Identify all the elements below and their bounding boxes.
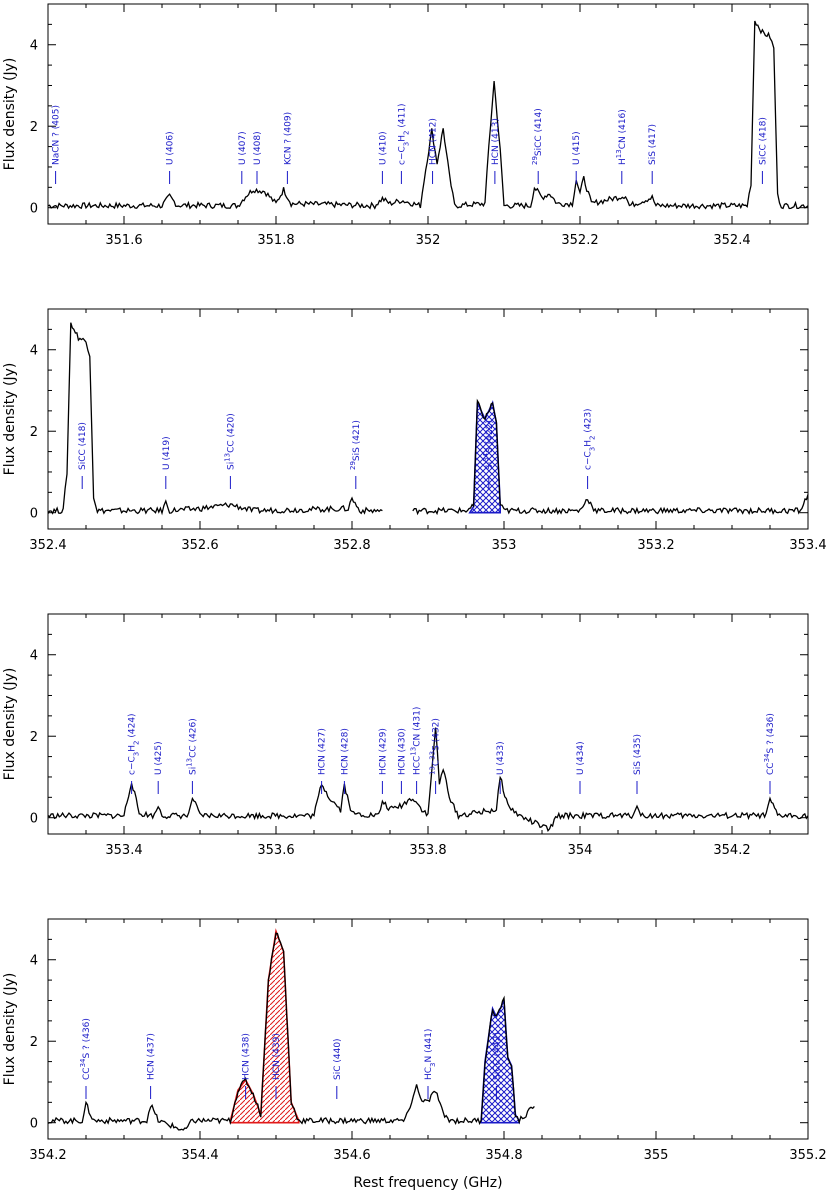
x-tick-label: 352	[416, 233, 441, 248]
x-tick-label: 353.6	[257, 843, 294, 858]
x-tick-label: 354.4	[181, 1148, 218, 1163]
y-tick-label: 4	[30, 344, 38, 359]
line-label: SiC (440)	[333, 1038, 343, 1080]
line-label: 29SiCC (414)	[531, 108, 544, 165]
x-tick-label: 355.2	[789, 1148, 826, 1163]
spectrum-line	[47, 322, 383, 516]
y-axis-label: Flux density (Jy)	[2, 668, 18, 781]
highlighted-line-fill	[229, 928, 300, 1124]
x-tick-label: 353.4	[789, 538, 826, 553]
line-label: U (407)	[238, 131, 248, 165]
y-tick-label: 0	[30, 1117, 38, 1132]
y-tick-label: 0	[30, 507, 38, 522]
line-label: HCN (439)	[272, 1033, 282, 1080]
spectrum-panel-4: Flux density (Jy) 354.2 354.4 354.6 354.8 355…	[2, 918, 827, 1163]
spectrum-line	[47, 20, 809, 210]
y-tick-label: 4	[30, 39, 38, 54]
x-tick-label: 351.8	[257, 233, 294, 248]
plot-frame	[47, 308, 809, 530]
x-tick-label: 354.2	[713, 843, 750, 858]
line-label: 13C33S (432)	[429, 718, 442, 775]
line-label: HCN (428)	[340, 728, 350, 775]
line-label: SiCC (418)	[78, 422, 88, 470]
line-label: U (415)	[572, 131, 582, 165]
spectrum-panel-1: Flux density (Jy) 351.6 351.8 352 352.2 352.4…	[2, 3, 809, 248]
line-label: HCN (427)	[318, 728, 328, 775]
line-label: HC3N (441)	[424, 1029, 437, 1080]
y-tick-label: 2	[30, 1035, 38, 1050]
line-label: U (419)	[162, 436, 172, 470]
line-label: HCN (438)	[242, 1033, 252, 1080]
line-label: SiS (417)	[648, 124, 658, 165]
line-label: HCN (413)	[491, 118, 501, 165]
x-tick-label: 354.6	[333, 1148, 370, 1163]
x-tick-label: 353	[492, 538, 517, 553]
line-label: U (408)	[253, 131, 263, 165]
x-axis-label: Rest frequency (GHz)	[353, 1175, 502, 1191]
spectrum-panel-3: Flux density (Jy) 353.4 353.6 353.8 354 354.2…	[2, 613, 809, 858]
line-label: 29SiS (421)	[349, 420, 362, 470]
y-tick-label: 0	[30, 812, 38, 827]
y-tick-label: 4	[30, 954, 38, 969]
x-tick-label: 353.8	[409, 843, 446, 858]
y-axis-label: Flux density (Jy)	[2, 973, 18, 1086]
line-label: SiCC (418)	[758, 117, 768, 165]
x-tick-label: 354.2	[29, 1148, 66, 1163]
line-label: c−C3H2 (423)	[584, 408, 597, 470]
x-tick-label: 354.8	[485, 1148, 522, 1163]
y-tick-label: 0	[30, 202, 38, 217]
x-tick-label: 352.8	[333, 538, 370, 553]
y-axis-label: Flux density (Jy)	[2, 58, 18, 171]
plot-frame	[47, 3, 809, 225]
y-tick-label: 2	[30, 120, 38, 135]
line-label: U (433)	[496, 741, 506, 775]
line-label: U (434)	[576, 741, 586, 775]
x-tick-label: 351.6	[105, 233, 142, 248]
spectrum-line	[47, 727, 809, 832]
plot-frame	[47, 613, 809, 835]
line-label: U (410)	[378, 131, 388, 165]
x-tick-label: 353.4	[105, 843, 142, 858]
line-label: HCN (429)	[378, 728, 388, 775]
line-label: c−C3H2 (411)	[397, 103, 410, 165]
line-label: NaCN ? (405)	[52, 105, 62, 165]
line-label: c−C3H2 (424)	[128, 713, 141, 775]
x-tick-label: 352.4	[713, 233, 750, 248]
x-tick-label: 352.6	[181, 538, 218, 553]
line-label: Si13CC (420)	[223, 413, 236, 470]
x-tick-label: 353.2	[637, 538, 674, 553]
y-tick-label: 4	[30, 649, 38, 664]
line-label: Si13CC (426)	[185, 718, 198, 775]
line-label: CC34S ? (436)	[79, 1018, 92, 1080]
y-tick-label: 2	[30, 730, 38, 745]
x-tick-label: 352.2	[561, 233, 598, 248]
x-tick-label: 355	[644, 1148, 669, 1163]
line-label: KCN ? (409)	[283, 112, 293, 165]
line-label: HCN (430)	[397, 728, 407, 775]
line-label: U (425)	[154, 741, 164, 775]
spectrum-line	[47, 932, 535, 1131]
spectrum-panel-2: Flux density (Jy) 352.4 352.6 352.8 353 353.2…	[2, 308, 827, 553]
line-label: H13CN (416)	[615, 109, 628, 165]
line-label: HCN (412)	[429, 118, 439, 165]
line-label: U (406)	[166, 131, 176, 165]
spectrum-line	[412, 398, 809, 516]
line-label: HCC13CN (431)	[410, 707, 423, 775]
line-label: SiCC (442)	[492, 1032, 502, 1080]
y-tick-label: 2	[30, 425, 38, 440]
line-label: SiS (435)	[633, 734, 643, 775]
line-label: HCN (437)	[147, 1033, 157, 1080]
y-axis-label: Flux density (Jy)	[2, 363, 18, 476]
line-label: Si34S (422)	[482, 420, 495, 470]
x-tick-label: 354	[568, 843, 593, 858]
x-tick-label: 352.4	[29, 538, 66, 553]
line-label: CC34S ? (436)	[763, 713, 776, 775]
